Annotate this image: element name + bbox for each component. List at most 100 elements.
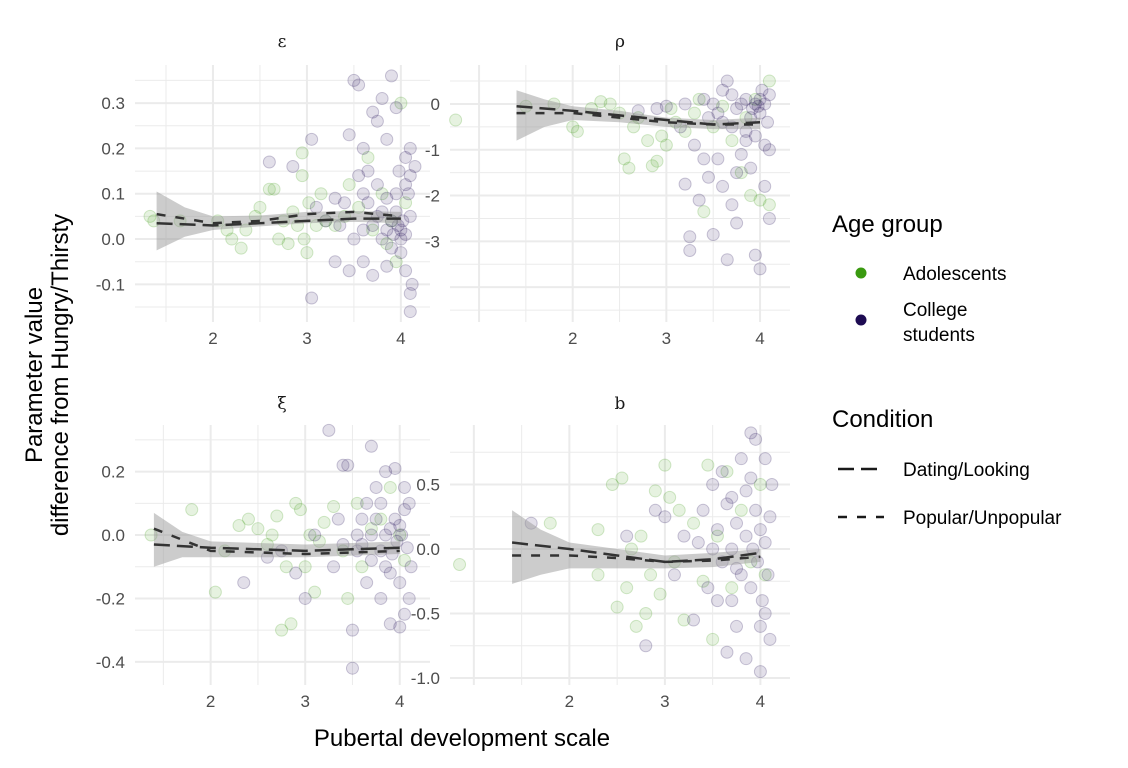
point-adolescents <box>762 74 776 88</box>
y-tick-label: 0.1 <box>101 185 125 204</box>
point-college-students <box>392 164 406 178</box>
point-adolescents <box>394 96 408 110</box>
point-adolescents <box>610 600 624 614</box>
point-college-students <box>360 576 374 590</box>
point-college-students <box>356 141 370 155</box>
y-tick-label: 0.0 <box>416 540 440 559</box>
y-tick-label: -3 <box>425 232 440 251</box>
point-college-students <box>753 523 767 537</box>
point-adolescents <box>648 484 662 498</box>
point-college-students <box>706 228 720 242</box>
point-college-students <box>739 92 753 106</box>
point-adolescents <box>314 187 328 201</box>
point-college-students <box>761 568 775 582</box>
point-adolescents <box>234 241 248 255</box>
x-tick-label: 3 <box>302 329 311 348</box>
y-tick-label: 0.3 <box>101 94 125 113</box>
point-college-students <box>730 102 744 116</box>
point-college-students <box>370 114 384 128</box>
smooth-line-popular-unpopular <box>153 527 400 556</box>
point-college-students <box>403 169 417 183</box>
point-adolescents <box>591 568 605 582</box>
point-adolescents <box>753 477 767 491</box>
point-college-students <box>380 223 394 237</box>
y-tick-label: 0.0 <box>101 230 125 249</box>
panel-title: b <box>615 394 626 414</box>
point-college-students <box>683 244 697 258</box>
point-college-students <box>402 496 416 510</box>
point-college-students <box>402 591 416 605</box>
y-axis-title: Parameter value difference from Hungry/T… <box>21 214 74 536</box>
x-tick-label: 2 <box>206 692 215 711</box>
point-adolescents <box>725 134 739 148</box>
point-college-students <box>683 230 697 244</box>
point-college-students <box>403 141 417 155</box>
point-adolescents <box>225 232 239 246</box>
point-adolescents <box>253 200 267 214</box>
point-adolescents <box>275 623 289 637</box>
legend-title-age-group: Age group <box>832 211 943 238</box>
point-college-students <box>309 200 323 214</box>
point-college-students <box>361 196 375 210</box>
point-college-students <box>753 619 767 633</box>
y-tick-label: 0.2 <box>101 139 125 158</box>
point-college-students <box>397 480 411 494</box>
point-adolescents <box>716 99 730 113</box>
confidence-ribbon <box>512 510 761 584</box>
point-college-students <box>347 73 361 87</box>
point-college-students <box>328 255 342 269</box>
point-adolescents <box>653 587 667 601</box>
point-adolescents <box>317 515 331 529</box>
point-college-students <box>375 92 389 106</box>
y-tick-label: -0.4 <box>96 653 125 672</box>
x-tick-label: 2 <box>568 329 577 348</box>
point-college-students <box>761 115 775 129</box>
point-college-students <box>298 591 312 605</box>
point-college-students <box>725 198 739 212</box>
point-college-students <box>658 510 672 524</box>
point-adolescents <box>543 516 557 530</box>
point-adolescents <box>399 196 413 210</box>
y-tick-label: 0.5 <box>416 475 440 494</box>
point-adolescents <box>298 560 312 574</box>
panel-title: ρ <box>615 32 625 52</box>
point-college-students <box>753 665 767 679</box>
point-college-students <box>394 232 408 246</box>
point-college-students <box>749 432 763 446</box>
point-college-students <box>730 166 744 180</box>
point-college-students <box>711 152 725 166</box>
panel-title: ξ <box>277 394 286 414</box>
point-adolescents <box>710 529 724 543</box>
point-adolescents <box>281 237 295 251</box>
point-adolescents <box>566 120 580 134</box>
point-college-students <box>356 255 370 269</box>
point-adolescents <box>692 92 706 106</box>
point-college-students <box>404 560 418 574</box>
point-college-students <box>374 496 388 510</box>
point-adolescents <box>284 617 298 631</box>
point-college-students <box>763 632 777 646</box>
point-adolescents <box>389 255 403 269</box>
point-college-students <box>725 594 739 608</box>
point-college-students <box>336 458 350 472</box>
point-college-students <box>388 512 402 526</box>
point-college-students <box>762 143 776 157</box>
point-college-students <box>739 652 753 666</box>
point-college-students <box>701 581 715 595</box>
point-college-students <box>715 465 729 479</box>
point-adolescents <box>262 182 276 196</box>
point-adolescents <box>241 512 255 526</box>
point-adolescents <box>744 189 758 203</box>
point-adolescents <box>295 169 309 183</box>
point-college-students <box>648 503 662 517</box>
point-adolescents <box>758 568 772 582</box>
point-adolescents <box>300 246 314 260</box>
point-college-students <box>399 178 413 192</box>
point-college-students <box>364 553 378 567</box>
point-college-students <box>687 138 701 152</box>
confidence-ribbon <box>153 512 400 567</box>
point-college-students <box>386 228 400 242</box>
point-college-students <box>762 211 776 225</box>
point-adolescents <box>748 92 762 106</box>
point-adolescents <box>659 138 673 152</box>
